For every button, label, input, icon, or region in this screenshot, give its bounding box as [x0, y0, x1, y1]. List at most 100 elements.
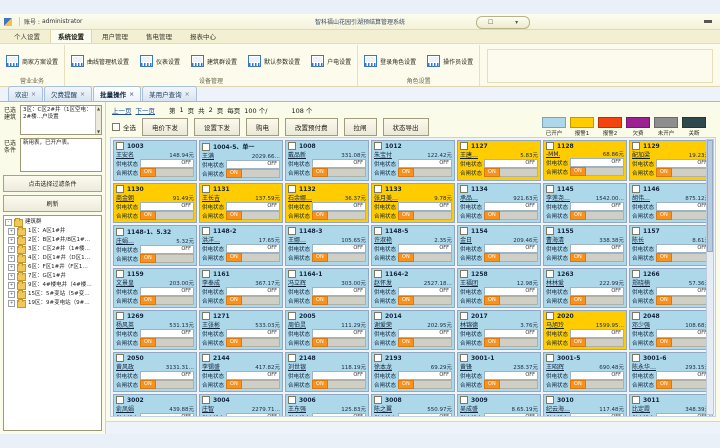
- expander-icon[interactable]: +: [8, 237, 15, 244]
- meter-card-checkbox[interactable]: [116, 354, 124, 362]
- meter-card-checkbox[interactable]: [116, 142, 124, 150]
- ribbon-tab-personal[interactable]: 个人设置: [14, 33, 40, 41]
- meter-card[interactable]: 1148-1、5.32 庄娟… 5.32元 供电状态 OFF 合闸状态 ON: [113, 225, 197, 266]
- meter-card-checkbox[interactable]: [546, 227, 554, 235]
- tree-node-zone6[interactable]: + 6区：F区1#井（F区1…: [5, 262, 100, 272]
- meter-card-checkbox[interactable]: [546, 142, 554, 150]
- meter-card-user-name[interactable]: 邓少强: [632, 322, 651, 329]
- meter-card-user-name[interactable]: 林锦德: [460, 322, 479, 329]
- meter-card-checkbox[interactable]: [288, 270, 296, 278]
- expander-icon[interactable]: +: [8, 291, 15, 298]
- meter-card-user-name[interactable]: 俞凤娟: [116, 406, 135, 413]
- meter-card[interactable]: 2144 李锡盛 417.82元 供电状态 OFF 合闸状态 ON: [199, 352, 283, 392]
- meter-card-user-name[interactable]: 刘世银: [288, 364, 307, 371]
- close-icon[interactable]: ×: [31, 90, 37, 98]
- ribbon-tab-system[interactable]: 系统设置: [50, 28, 92, 43]
- tree-node-zone7[interactable]: + 7区：G区1#井: [5, 271, 100, 281]
- meter-card[interactable]: 2017 林锦德 3.76元 供电状态 OFF 合闸状态 ON: [457, 310, 541, 350]
- ribbon-button-operator[interactable]: 操作员设置: [424, 54, 476, 68]
- meter-card-checkbox[interactable]: [202, 312, 210, 320]
- meter-card-user-name[interactable]: 徐本龙: [374, 364, 393, 371]
- meter-card-checkbox[interactable]: [374, 396, 382, 404]
- meter-card-user-name[interactable]: 黄风政: [116, 364, 135, 371]
- meter-card[interactable]: 1012 朱宝付 122.42元 供电状态 OFF 合闸状态 ON: [371, 140, 455, 181]
- tree-node-zone3[interactable]: + 3区：C区2#井（1#楼…: [5, 244, 100, 254]
- select-all-checkbox[interactable]: [112, 123, 120, 131]
- meter-card-checkbox[interactable]: [632, 227, 640, 235]
- meter-card-checkbox[interactable]: [632, 354, 640, 362]
- meter-card-checkbox[interactable]: [202, 270, 210, 278]
- meter-card[interactable]: 1131 王长吉 137.59元 供电状态 OFF 合闸状态 ON: [199, 183, 283, 223]
- tree-node-zone1[interactable]: + 1区：A区1#井: [5, 226, 100, 236]
- settings-dispatch-button[interactable]: 设置下发: [194, 118, 240, 136]
- meter-card-checkbox[interactable]: [288, 227, 296, 235]
- meter-card-user-name[interactable]: 王福团: [460, 280, 479, 287]
- meter-card[interactable]: 1155 曹海清 338.38元 供电状态 OFF 合闸状态 ON: [543, 225, 627, 266]
- select-filter-button[interactable]: 点击选择过滤条件: [3, 175, 102, 192]
- meter-card-user-name[interactable]: 李锡盛: [202, 364, 221, 371]
- meter-card-user-name[interactable]: 陈长: [632, 237, 645, 244]
- meter-card-checkbox[interactable]: [546, 396, 554, 404]
- set-prepaid-button[interactable]: 改置预付费: [285, 118, 338, 136]
- meter-card[interactable]: 2014 谢爱荣 202.95元 供电状态 OFF 合闸状态 ON: [371, 310, 455, 350]
- select-all-row[interactable]: 全选: [112, 122, 136, 132]
- meter-card-user-name[interactable]: 纪云海…: [546, 406, 571, 413]
- meter-card[interactable]: 1133 张月美… 9.78元 供电状态 OFF 合闸状态 ON: [371, 183, 455, 223]
- meter-card[interactable]: 1130 商金朝 91.49元 供电状态 OFF 合闸状态 ON: [113, 183, 197, 223]
- meter-card-checkbox[interactable]: [374, 354, 382, 362]
- meter-card[interactable]: 1157 陈长 8.61元 供电状态 OFF 合闸状态 ON: [629, 225, 713, 266]
- price-dispatch-button[interactable]: 电价下发: [142, 118, 188, 136]
- tab-batch-operation[interactable]: 批量操作 ×: [93, 86, 142, 101]
- meter-card-user-name[interactable]: 朱宝付: [374, 152, 393, 159]
- close-icon[interactable]: ×: [80, 90, 86, 98]
- meter-card-checkbox[interactable]: [116, 227, 124, 236]
- meter-card-checkbox[interactable]: [288, 354, 296, 362]
- meter-card[interactable]: 2050 黄风政 3131.31… 供电状态 OFF 合闸状态 ON: [113, 352, 197, 392]
- meter-card-checkbox[interactable]: [116, 270, 124, 278]
- scrollbar[interactable]: ▲ ▼: [95, 106, 101, 134]
- meter-card-checkbox[interactable]: [288, 312, 296, 320]
- meter-card-user-name[interactable]: 王昭辉: [546, 364, 565, 371]
- meter-card[interactable]: 1145 李莲尧… 1542.00… 供电状态 OFF 合闸状态 ON: [543, 183, 627, 223]
- expander-icon[interactable]: +: [8, 255, 15, 262]
- meter-card-checkbox[interactable]: [288, 142, 296, 150]
- meter-card-checkbox[interactable]: [374, 312, 382, 320]
- meter-card[interactable]: 1258 王福团 12.98元 供电状态 OFF 合闸状态 ON: [457, 268, 541, 308]
- meter-card[interactable]: 1146 胡伟… 875.12元 供电状态 OFF 合闸状态 ON: [629, 183, 713, 223]
- meter-card-checkbox[interactable]: [374, 227, 382, 235]
- meter-card-checkbox[interactable]: [374, 142, 382, 150]
- meter-card[interactable]: 1148-2 洪洋… 17.65元 供电状态 OFF 合闸状态 ON: [199, 225, 283, 266]
- meter-card[interactable]: 1164-2 赵怀发 2527.18… 供电状态 OFF 合闸状态 ON: [371, 268, 455, 308]
- minimize-icon[interactable]: [704, 20, 712, 23]
- meter-card-checkbox[interactable]: [546, 270, 554, 278]
- meter-card[interactable]: 2020 马旭玲 1599.95… 供电状态 OFF 合闸状态 ON: [543, 310, 627, 350]
- meter-card-user-name[interactable]: 王张彬: [202, 322, 221, 329]
- meter-card[interactable]: 1128 -MM. 68.86元 供电状态 OFF 合闸状态 ON: [543, 140, 627, 181]
- meter-card[interactable]: 3001-5 王昭辉 690.48元 供电状态 OFF 合闸状态 ON: [543, 352, 627, 392]
- meter-card-checkbox[interactable]: [288, 185, 296, 193]
- meter-card-checkbox[interactable]: [460, 185, 468, 193]
- meter-card-user-name[interactable]: 林林爱: [546, 280, 565, 287]
- meter-card-user-name[interactable]: 比定霞: [632, 406, 651, 413]
- meter-card-checkbox[interactable]: [460, 142, 468, 150]
- meter-card-checkbox[interactable]: [202, 396, 210, 404]
- meter-card-user-name[interactable]: 王满: [202, 153, 215, 160]
- tab-arrears-reminder[interactable]: 欠费提醒 ×: [44, 86, 93, 101]
- meter-card-checkbox[interactable]: [202, 142, 210, 151]
- meter-card-user-name[interactable]: 戴品新: [288, 152, 307, 159]
- meter-card[interactable]: 3001-1 黄锋 238.37元 供电状态 OFF 合闸状态 ON: [457, 352, 541, 392]
- tab-user-query[interactable]: 某用户查询 ×: [142, 86, 197, 101]
- restore-icon[interactable]: ☐: [487, 19, 494, 26]
- prev-page-link[interactable]: 上一页: [112, 106, 132, 115]
- meter-card-user-name[interactable]: 文景皇: [116, 280, 135, 287]
- meter-card-user-name[interactable]: 陈之翼: [374, 406, 393, 413]
- meter-card-user-name[interactable]: 王长吉: [202, 195, 221, 202]
- meter-card-user-name[interactable]: 石余娜…: [288, 195, 313, 202]
- expander-icon[interactable]: +: [8, 273, 15, 280]
- tree-node-zone9[interactable]: + 9区：4#楼电井（4#楼…: [5, 280, 100, 290]
- meter-card-checkbox[interactable]: [460, 396, 468, 404]
- meter-card[interactable]: 1164-1 冯立辉 303.00元 供电状态 OFF 合闸状态 ON: [285, 268, 369, 308]
